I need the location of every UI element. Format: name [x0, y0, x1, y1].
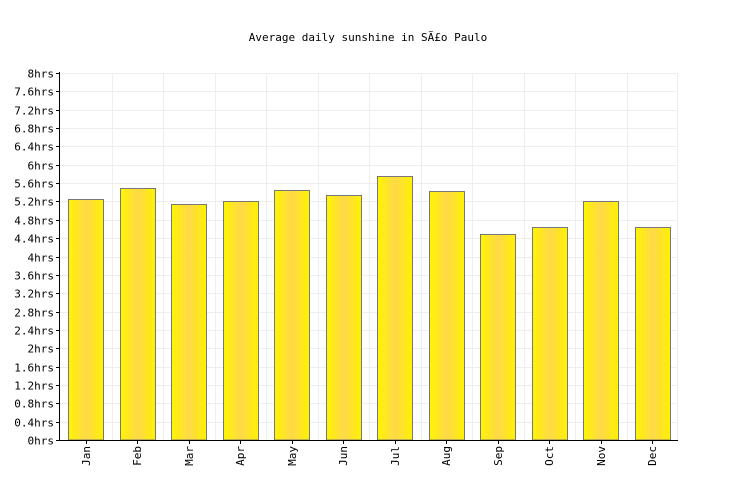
bar-jun — [326, 195, 362, 441]
x-tick-label: Mar — [183, 446, 196, 466]
y-axis-ticks: 0hrs 0.4hrs 0.8hrs 1.2hrs 1.6hrs 2hrs 2.4hrs 2.… — [14, 68, 60, 448]
y-tick-label: 7.2hrs — [14, 105, 54, 118]
x-tick-label: Aug — [440, 446, 453, 466]
bar-nov — [583, 201, 619, 441]
x-tick-label: Sep — [492, 446, 505, 466]
x-tick-label: Feb — [131, 446, 144, 466]
x-tick-label: Dec — [646, 446, 659, 466]
y-tick-label: 3.6hrs — [14, 270, 54, 283]
y-tick-label: 4hrs — [28, 252, 55, 265]
y-tick-label: 4.8hrs — [14, 215, 54, 228]
x-tick-label: Jun — [337, 446, 350, 466]
y-tick-label: 6hrs — [28, 160, 55, 173]
y-tick-label: 7.6hrs — [14, 86, 54, 99]
x-tick-label: Oct — [543, 446, 556, 466]
y-tick-label: 0.4hrs — [14, 417, 54, 430]
y-tick-label: 2hrs — [28, 343, 55, 356]
y-tick-label: 5.6hrs — [14, 178, 54, 191]
y-tick-label: 0.8hrs — [14, 398, 54, 411]
bar-dec — [635, 227, 671, 441]
bar-oct — [532, 227, 568, 441]
y-tick-label: 6.4hrs — [14, 141, 54, 154]
y-tick-label: 5.2hrs — [14, 196, 54, 209]
bar-jan — [68, 199, 104, 441]
x-axis-ticks: Jan Feb Mar Apr May Jun Jul Aug Sep Oct Nov Dec — [80, 440, 659, 466]
grid-lines — [60, 73, 678, 441]
x-tick-label: Jul — [389, 446, 402, 466]
y-tick-label: 2.4hrs — [14, 325, 54, 338]
chart-title: Average daily sunshine in SÃ£o Paulo — [249, 31, 487, 44]
bars-group — [68, 176, 671, 441]
y-tick-label: 4.4hrs — [14, 233, 54, 246]
bar-feb — [120, 188, 156, 441]
y-tick-label: 0hrs — [28, 435, 55, 448]
y-tick-label: 1.2hrs — [14, 380, 54, 393]
x-tick-label: Jan — [80, 446, 93, 466]
x-tick-label: May — [286, 446, 299, 466]
bar-aug — [429, 191, 465, 441]
bar-jul — [377, 176, 413, 441]
bar-apr — [223, 201, 259, 441]
x-tick-label: Nov — [595, 446, 608, 466]
y-tick-label: 2.8hrs — [14, 307, 54, 320]
y-tick-label: 3.2hrs — [14, 288, 54, 301]
y-tick-label: 1.6hrs — [14, 362, 54, 375]
y-tick-label: 6.8hrs — [14, 123, 54, 136]
bar-mar — [171, 204, 207, 441]
bar-sep — [480, 234, 516, 441]
bar-may — [274, 190, 310, 441]
y-tick-label: 8hrs — [28, 68, 55, 81]
x-tick-label: Apr — [234, 446, 247, 466]
